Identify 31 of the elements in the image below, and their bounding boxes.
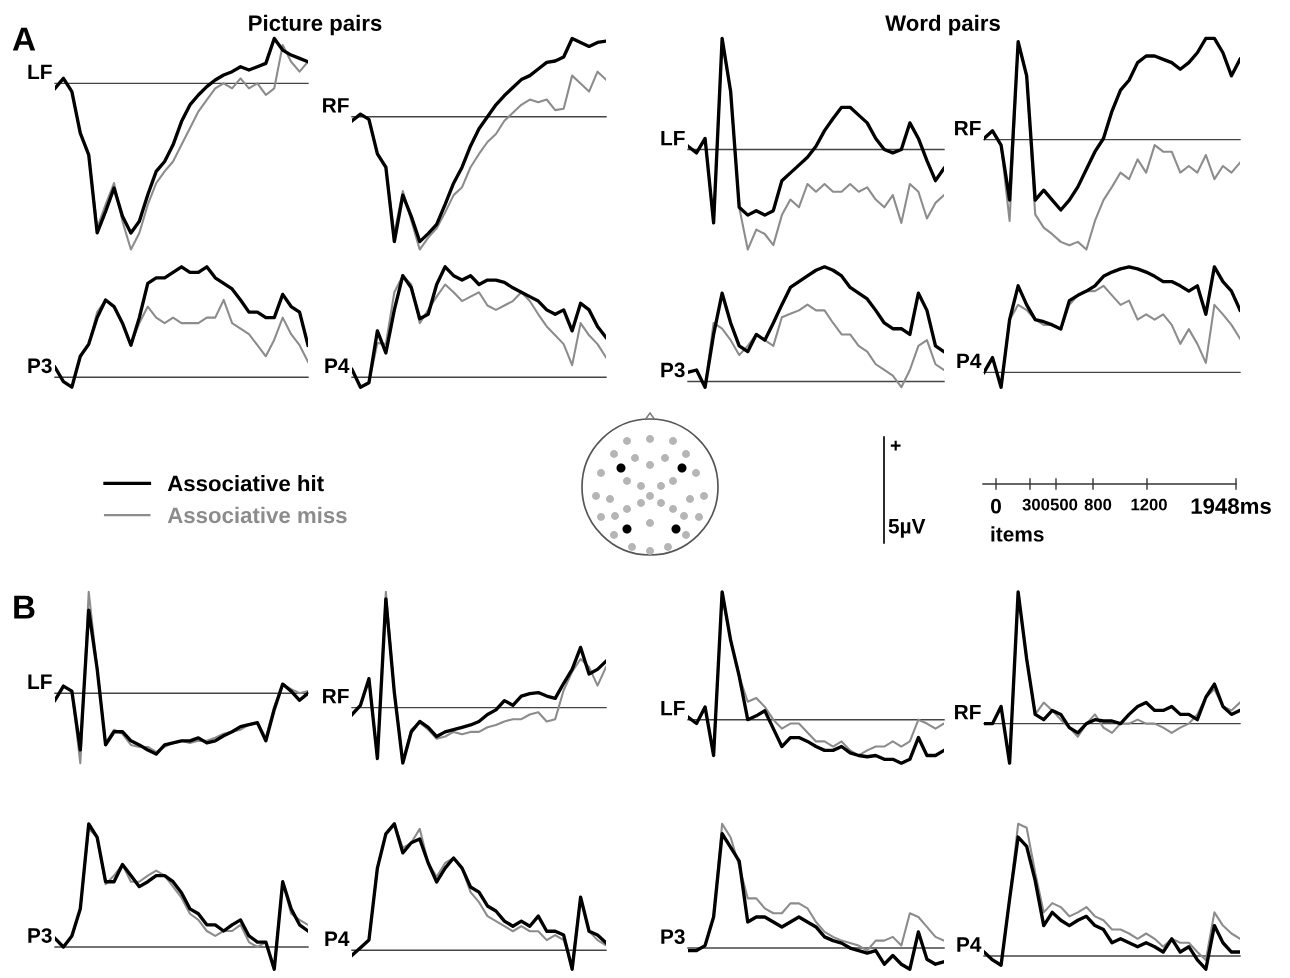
text: P3 (661, 362, 685, 378)
text: 300 (1022, 498, 1050, 511)
text: 0 (991, 498, 1001, 514)
text: Word pairs (885, 14, 1000, 36)
legend-label: Associative miss (167, 506, 347, 524)
text: 1200 (1131, 498, 1167, 511)
text: RF (955, 120, 981, 136)
text: 5µV (888, 519, 926, 538)
text: LF (661, 701, 685, 716)
text: items (991, 526, 1044, 542)
text: P3 (28, 928, 52, 943)
text: P3 (661, 929, 685, 944)
text: + (890, 440, 901, 451)
text: RF (323, 688, 349, 704)
text: P4 (957, 353, 982, 369)
text: P4 (325, 358, 350, 373)
text: 800 (1084, 498, 1112, 511)
text: RF (955, 704, 981, 720)
text: A (12, 27, 36, 51)
text: 500 (1050, 498, 1078, 511)
text: P4 (325, 931, 350, 946)
text: LF (28, 674, 52, 689)
legend-label: Associative hit (167, 475, 324, 492)
text: LF (28, 64, 52, 79)
text: 1948ms (1191, 498, 1271, 514)
text: LF (661, 130, 685, 146)
text: Picture pairs (249, 14, 382, 36)
text: P3 (28, 358, 52, 374)
text: P4 (957, 937, 982, 952)
text: B (14, 595, 35, 619)
text: RF (323, 98, 349, 113)
